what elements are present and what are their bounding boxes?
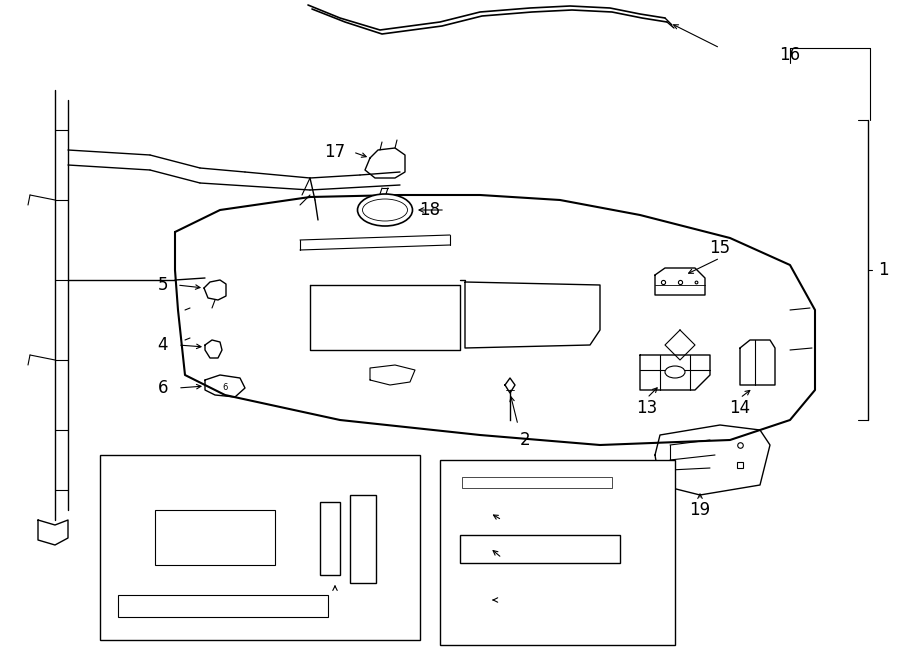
- Bar: [320, 502, 340, 575]
- Bar: [118, 595, 328, 617]
- Bar: [440, 460, 675, 645]
- Ellipse shape: [363, 199, 408, 221]
- Ellipse shape: [665, 366, 685, 378]
- Text: 1: 1: [878, 261, 888, 279]
- Bar: [460, 535, 620, 563]
- Text: 13: 13: [636, 399, 658, 417]
- Text: 2: 2: [519, 431, 530, 449]
- Text: 10: 10: [504, 516, 526, 534]
- Text: 6: 6: [222, 383, 228, 391]
- Text: 19: 19: [689, 501, 711, 519]
- Text: 4: 4: [158, 336, 168, 354]
- Text: 14: 14: [729, 399, 751, 417]
- Text: 9: 9: [644, 481, 655, 499]
- Bar: [100, 455, 420, 640]
- Text: 7: 7: [360, 591, 370, 609]
- Ellipse shape: [357, 194, 412, 226]
- Text: 16: 16: [779, 46, 801, 64]
- Text: 17: 17: [324, 143, 346, 161]
- Text: 15: 15: [709, 239, 731, 257]
- Bar: [462, 477, 612, 488]
- Bar: [350, 495, 376, 583]
- Bar: [155, 510, 275, 565]
- Text: 3: 3: [112, 536, 123, 554]
- Text: 6: 6: [158, 379, 168, 397]
- Text: 12: 12: [500, 591, 520, 609]
- Text: 11: 11: [504, 553, 526, 571]
- Text: 18: 18: [419, 201, 441, 219]
- Text: 8: 8: [329, 591, 340, 609]
- Text: 5: 5: [158, 276, 168, 294]
